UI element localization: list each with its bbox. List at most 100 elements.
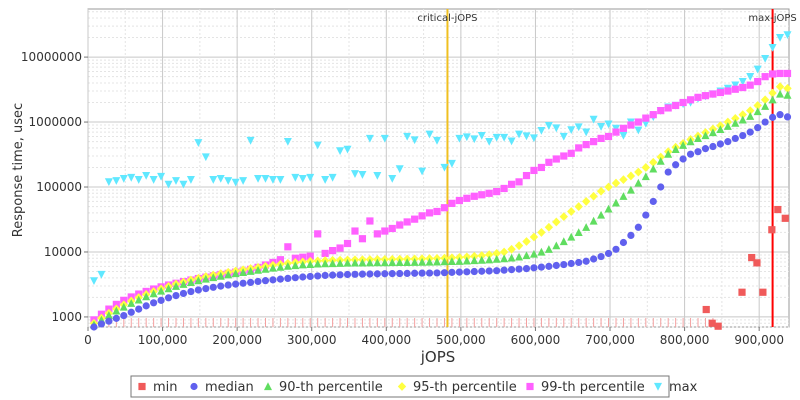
series-point — [478, 191, 486, 199]
series-point — [559, 237, 568, 246]
series-point — [209, 273, 218, 282]
series-point — [321, 249, 329, 258]
series-point — [656, 156, 665, 165]
y-tick-label: 100000 — [36, 180, 82, 194]
grid-lines — [87, 9, 789, 328]
series-point — [485, 250, 494, 260]
series-point — [500, 254, 509, 263]
series-point — [634, 223, 642, 231]
y-tick-label: 10000000 — [21, 50, 82, 64]
series-point — [612, 128, 620, 136]
series-point — [485, 267, 493, 275]
series-point — [649, 197, 657, 206]
series-point — [709, 142, 717, 151]
series-point — [403, 258, 412, 266]
series-point — [306, 272, 314, 281]
series-point — [291, 261, 300, 270]
series-min — [702, 205, 789, 330]
series-point — [477, 251, 486, 260]
series-point — [477, 255, 486, 264]
series-point — [276, 176, 285, 184]
series-point — [202, 285, 210, 293]
series-point — [447, 159, 456, 168]
series-point — [746, 128, 754, 136]
series-point — [529, 249, 538, 258]
series-point — [657, 107, 665, 115]
series-point — [410, 136, 419, 145]
series-point — [142, 302, 150, 310]
series-point — [492, 133, 501, 142]
series-point — [172, 292, 180, 300]
series-point — [440, 163, 449, 172]
series-point — [522, 132, 531, 141]
series-point — [746, 106, 755, 116]
series-point — [768, 70, 777, 78]
series-point — [716, 88, 724, 97]
series-point — [179, 280, 188, 288]
series-point — [753, 65, 762, 74]
series-point — [120, 311, 128, 320]
series-point — [582, 223, 591, 231]
series-point — [597, 210, 606, 219]
series-point — [299, 273, 307, 281]
legend-label: median — [205, 380, 254, 395]
series-point — [470, 256, 479, 265]
series-point — [194, 276, 203, 285]
series-point — [217, 282, 225, 290]
series-point — [164, 294, 173, 302]
series-point — [694, 134, 703, 143]
series-point — [590, 255, 598, 263]
series-point — [329, 247, 337, 255]
series-point — [783, 83, 792, 93]
series-point — [194, 286, 202, 294]
series-point — [440, 257, 449, 266]
series-point — [679, 141, 688, 149]
series-point — [306, 252, 314, 260]
series-point — [104, 178, 113, 187]
series-point — [358, 171, 367, 179]
series-point — [276, 256, 285, 264]
series-point — [224, 281, 232, 289]
series-point — [112, 177, 121, 185]
series-point — [768, 88, 777, 98]
series-point — [731, 85, 739, 93]
series-point — [746, 81, 754, 89]
series-point — [231, 178, 240, 187]
series-point — [328, 173, 337, 182]
series-point — [552, 155, 560, 163]
series-point — [619, 175, 628, 185]
series-point — [90, 323, 98, 331]
series-point — [134, 176, 143, 184]
series-point — [634, 167, 643, 177]
series-point — [731, 113, 740, 123]
series-point — [731, 81, 740, 90]
series-point — [157, 172, 166, 181]
series-point — [537, 263, 546, 271]
series-point — [470, 267, 478, 276]
series-point — [231, 269, 240, 278]
series-point — [783, 113, 792, 121]
series-point — [411, 269, 419, 277]
series-point — [776, 33, 785, 42]
series-point — [104, 311, 113, 319]
series-point — [781, 214, 789, 222]
series-point — [514, 241, 524, 251]
series-point — [365, 134, 374, 143]
series-point — [567, 126, 576, 134]
series-point — [216, 174, 225, 183]
series-point — [641, 119, 650, 128]
series-point — [313, 141, 322, 150]
series-point — [97, 270, 106, 279]
series-point — [567, 232, 576, 241]
series-point — [664, 168, 672, 176]
series-point — [552, 261, 560, 270]
series-point — [314, 272, 322, 280]
series-point — [127, 173, 136, 182]
series-point — [581, 197, 591, 206]
series-point — [597, 252, 605, 261]
series-point — [276, 262, 285, 271]
series-point — [142, 171, 151, 180]
series-point — [559, 132, 568, 141]
series-point — [738, 77, 747, 86]
series-point — [246, 136, 255, 145]
